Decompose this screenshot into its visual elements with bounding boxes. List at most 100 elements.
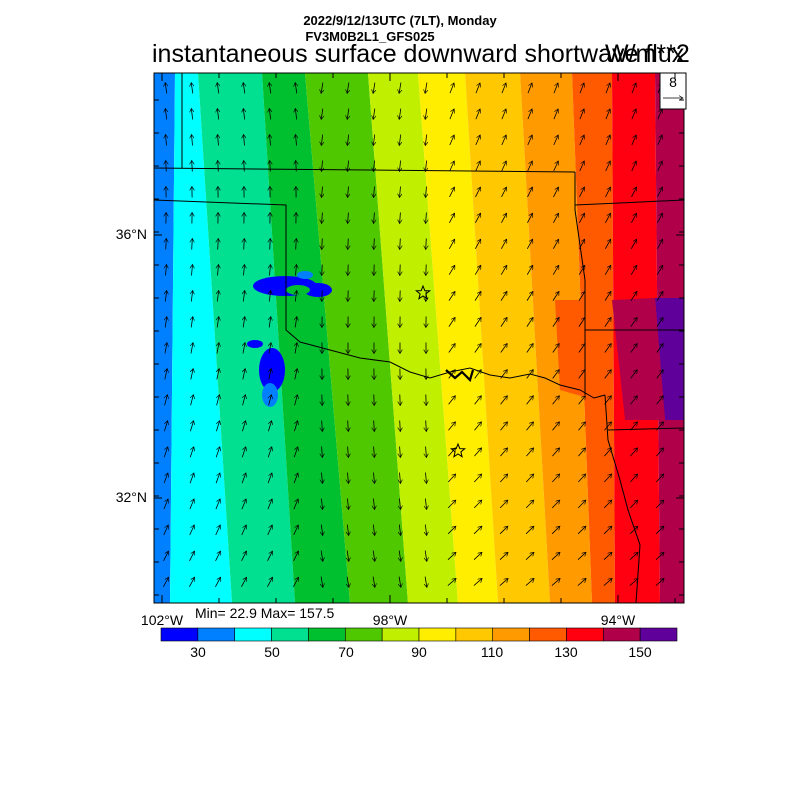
wind-vector	[244, 239, 245, 250]
wind-vector	[163, 525, 169, 536]
wind-vector	[270, 135, 271, 146]
wind-vector	[656, 291, 663, 301]
wind-vector	[657, 161, 663, 172]
flux-band	[368, 73, 458, 603]
colorbar-swatch	[344, 627, 383, 642]
wind-vector	[267, 473, 272, 484]
colorbar-swatch	[455, 627, 494, 642]
wind-vector	[400, 472, 401, 484]
wind-vector	[500, 344, 507, 353]
wind-vector	[269, 109, 270, 120]
wind-vector	[605, 187, 611, 198]
wind-vector	[321, 498, 322, 510]
wind-vector	[218, 265, 219, 276]
wind-vector	[293, 525, 299, 536]
wind-vector	[475, 187, 481, 198]
wind-vector	[166, 135, 167, 146]
wind-vector	[218, 135, 219, 146]
flux-color-bands	[154, 73, 720, 603]
axis-ticks	[154, 73, 684, 603]
wind-vector	[604, 317, 611, 327]
wind-vector	[348, 238, 349, 250]
wind-vector	[629, 526, 638, 535]
colorbar-swatch	[566, 627, 604, 642]
wind-vector	[552, 265, 560, 275]
flux-band	[684, 73, 720, 603]
wind-vector	[501, 187, 507, 198]
wind-vector	[500, 448, 507, 457]
flux-band	[154, 73, 175, 603]
wind-vector	[217, 83, 219, 94]
wind-vector	[400, 212, 401, 224]
wind-vector	[269, 369, 271, 380]
wind-vector	[268, 421, 271, 432]
wind-vector	[656, 370, 664, 379]
wind-vector	[656, 396, 664, 405]
wind-vector	[449, 83, 454, 94]
wind-vector	[399, 550, 401, 562]
wind-vector	[526, 422, 534, 431]
wind-vector	[217, 109, 218, 120]
wind-vector	[657, 213, 662, 223]
wind-vector	[190, 421, 193, 432]
wind-vector	[578, 239, 584, 249]
wind-vector	[321, 134, 322, 146]
wind-vector	[243, 369, 245, 380]
wind-vector	[553, 135, 558, 146]
wind-vector	[399, 134, 400, 146]
lon-label-98w: 98°W	[373, 612, 408, 628]
wind-vector	[400, 186, 401, 198]
wind-vector	[603, 500, 612, 509]
wind-vector	[630, 317, 637, 327]
wind-vector	[295, 343, 297, 354]
wind-vector	[321, 576, 323, 588]
wind-vector	[347, 524, 348, 536]
wind-vector	[426, 446, 427, 458]
wind-vector	[525, 526, 534, 535]
wind-vector	[501, 83, 506, 94]
wind-vector	[192, 239, 193, 250]
wind-vector	[165, 395, 168, 406]
colorbar-swatch	[639, 627, 678, 642]
wind-vector	[475, 213, 480, 223]
wind-vector	[217, 395, 220, 406]
wind-vector	[578, 291, 585, 301]
wind-vector	[630, 448, 637, 457]
colorbar-swatch	[234, 627, 272, 642]
wind-vector	[527, 187, 533, 198]
wind-vector	[426, 186, 427, 198]
wind-vector	[347, 134, 348, 146]
wind-vector	[448, 474, 455, 483]
wind-vector	[603, 526, 612, 535]
wind-vector	[191, 291, 192, 302]
wind-vector	[577, 552, 586, 560]
wind-vector	[500, 265, 508, 275]
wind-vector	[217, 317, 219, 328]
wind-vector	[526, 239, 532, 249]
wind-vector	[374, 186, 375, 198]
wind-vector	[500, 370, 508, 379]
wind-vector	[163, 577, 168, 587]
flux-band	[465, 73, 550, 603]
wind-vector	[217, 291, 218, 302]
wind-vector	[474, 239, 480, 249]
wind-vector	[552, 474, 559, 483]
colorbar	[160, 627, 678, 642]
wind-vector	[189, 473, 194, 484]
wind-vector	[295, 291, 296, 302]
min-max-label: Min= 22.9 Max= 157.5	[195, 605, 335, 621]
wind-vector	[474, 265, 482, 275]
wind-vector	[655, 552, 664, 560]
wind-vector	[373, 524, 374, 536]
wind-vector	[217, 369, 219, 380]
wind-vector	[215, 499, 220, 510]
wind-vector	[631, 83, 636, 94]
wind-vector	[348, 446, 349, 458]
wind-vector	[604, 344, 611, 353]
wind-vector	[551, 552, 560, 560]
wind-vector	[577, 526, 586, 535]
wind-vector	[269, 395, 272, 406]
lat-label-32n: 32°N	[116, 489, 147, 505]
wind-vector	[474, 422, 482, 431]
colorbar-tick-label: 130	[554, 644, 578, 660]
